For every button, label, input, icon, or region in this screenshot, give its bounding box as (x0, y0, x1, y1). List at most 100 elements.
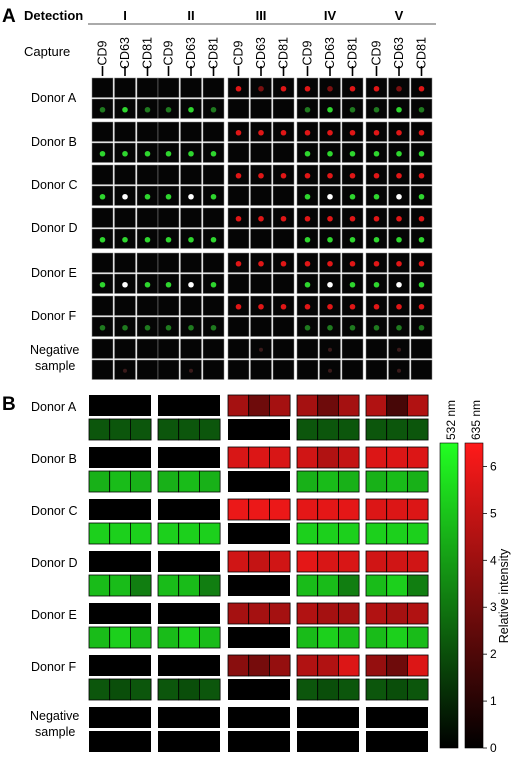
panel-a-row-label: Donor D (31, 221, 78, 235)
heat-cell (268, 498, 291, 521)
spot-cell (91, 207, 114, 228)
spot (144, 281, 151, 288)
spot-cell (365, 338, 388, 359)
spot (258, 260, 264, 267)
panel-a-row-label: Donor E (31, 266, 77, 280)
heat-cell (406, 470, 429, 493)
spot (280, 303, 287, 310)
spot (327, 215, 333, 222)
spot-cell (272, 338, 295, 359)
spot (99, 193, 106, 200)
panel-b-letter: B (2, 394, 16, 415)
heat-cell (198, 574, 221, 597)
spot (349, 324, 356, 331)
spot (373, 303, 380, 310)
capture-marker-label: CD81 (207, 37, 221, 69)
heat-cell (296, 654, 319, 677)
spot (235, 303, 242, 310)
spot (280, 172, 287, 179)
heat-cell (406, 678, 429, 701)
heat-cell (296, 626, 319, 649)
spot (418, 215, 425, 222)
spot (235, 172, 242, 179)
spot (165, 106, 172, 113)
spot-cell (114, 164, 136, 185)
heat-cell (157, 522, 180, 545)
panel-b-row-label: Donor D (31, 556, 78, 570)
spot (349, 129, 356, 136)
panel-b-negative-label: Negative (30, 709, 79, 723)
heat-cell (386, 626, 408, 649)
heat-cell (158, 603, 220, 624)
spot (304, 172, 311, 179)
panel-a-row-label: Donor C (31, 178, 78, 192)
spot-cell (227, 228, 250, 249)
heat-cell (89, 551, 151, 572)
colorbar-tick-label: 6 (490, 459, 497, 473)
heat-cell (158, 447, 220, 468)
heat-cell (317, 550, 339, 573)
spot (188, 106, 194, 113)
spot (122, 193, 128, 200)
heat-cell (317, 602, 339, 625)
heat-cell (386, 418, 408, 441)
heat-cell (386, 394, 408, 417)
heat-cell (365, 678, 388, 701)
spot (327, 150, 333, 157)
heat-cell (228, 575, 290, 596)
spot-cell (157, 359, 180, 380)
heat-cell (317, 418, 339, 441)
spot-cell (136, 359, 159, 380)
spot (327, 303, 333, 310)
heat-cell (88, 626, 111, 649)
heat-cell (198, 470, 221, 493)
spot-cell (157, 295, 180, 316)
panel-a-row-label: Donor B (31, 135, 77, 149)
spot (373, 85, 380, 92)
spot (349, 193, 356, 200)
heat-cell (268, 550, 291, 573)
spot (327, 172, 333, 179)
spot (165, 324, 172, 331)
panel-b-heatmap: Donor A Donor B Donor C Donor D Donor E Donor… (30, 394, 429, 752)
spot-cell (202, 295, 225, 316)
heat-cell (365, 418, 388, 441)
spot-cell (114, 121, 136, 142)
heat-cell (228, 419, 290, 440)
heat-cell (337, 550, 360, 573)
spot (258, 215, 264, 222)
spot (327, 236, 333, 243)
spot (327, 106, 333, 113)
heat-cell (157, 470, 180, 493)
spot (327, 129, 333, 136)
spot (327, 193, 333, 200)
heat-cell (228, 523, 290, 544)
heat-cell (178, 522, 200, 545)
spot (235, 85, 242, 92)
heat-cell (365, 574, 388, 597)
heat-cell (178, 574, 200, 597)
heat-cell (88, 470, 111, 493)
panel-b-row-label: Donor F (31, 660, 77, 674)
heat-cell (129, 678, 152, 701)
spot (304, 106, 311, 113)
spot (418, 281, 425, 288)
detection-group-label: IV (324, 8, 337, 23)
spot-cell (157, 207, 180, 228)
spot-cell (227, 98, 250, 119)
spot (418, 324, 425, 331)
heat-cell (268, 446, 291, 469)
spot (259, 347, 263, 352)
heat-cell (158, 395, 220, 416)
spot (397, 347, 401, 352)
spot (210, 281, 217, 288)
spot-cell (136, 295, 159, 316)
heat-cell (337, 522, 360, 545)
spot-cell (180, 121, 202, 142)
heat-cell (317, 446, 339, 469)
spot-cell (296, 359, 319, 380)
panel-b-row-label: Donor B (31, 452, 77, 466)
spot (396, 236, 402, 243)
heat-cell (366, 731, 428, 752)
spot-cell (250, 98, 272, 119)
